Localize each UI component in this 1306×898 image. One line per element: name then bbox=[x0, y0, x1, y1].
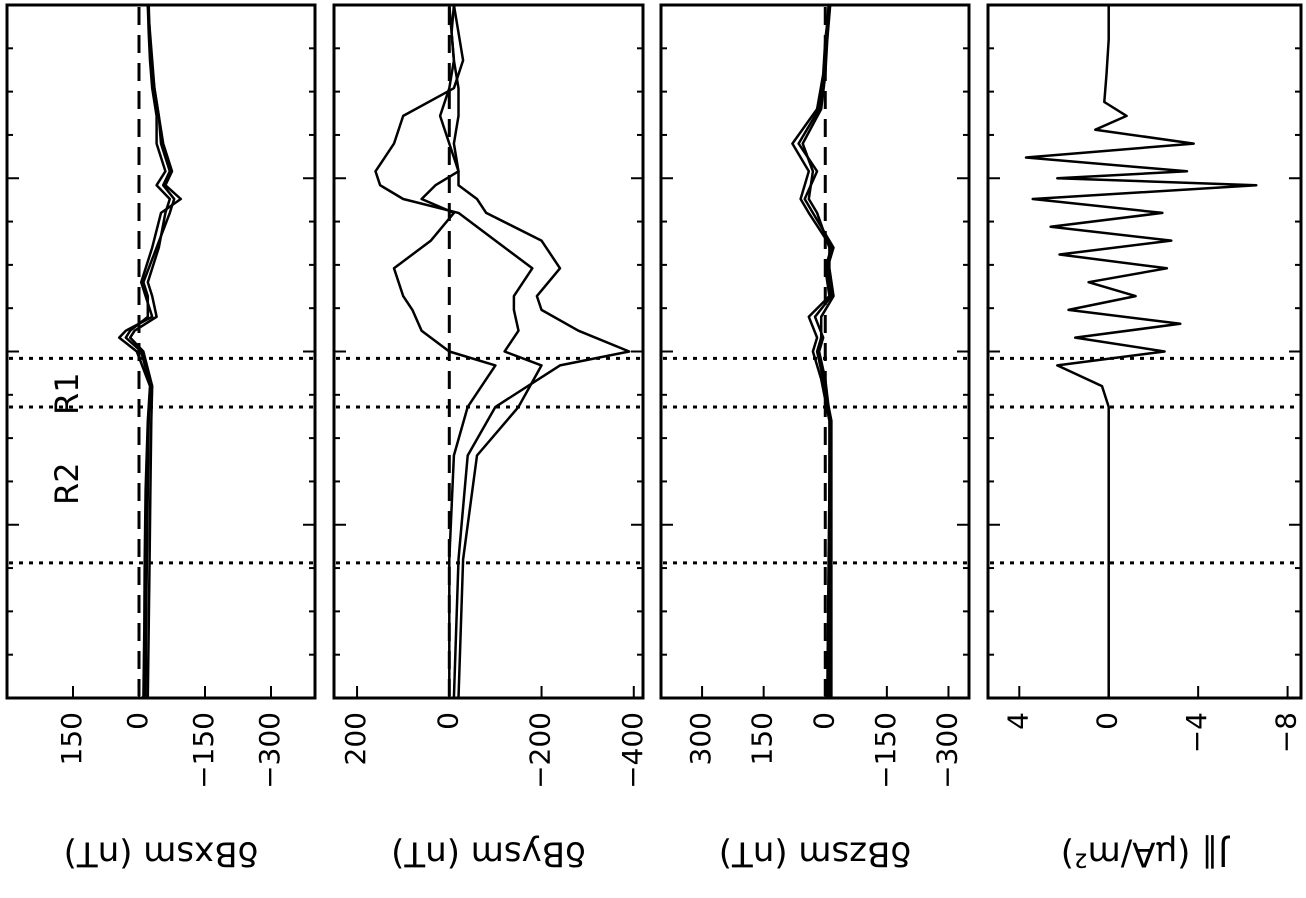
tick-label: 300 bbox=[684, 712, 717, 765]
panel-frame bbox=[7, 5, 315, 698]
tick-label: 150 bbox=[746, 712, 779, 765]
panel-frame bbox=[334, 5, 643, 698]
series-line-3 bbox=[394, 5, 495, 698]
tick-label: −300 bbox=[930, 712, 963, 789]
tick-label: −4 bbox=[1180, 712, 1213, 753]
series-line-1 bbox=[449, 5, 629, 698]
tick-label: 0 bbox=[1091, 712, 1124, 730]
boundary-label-r2: R2 bbox=[48, 462, 86, 505]
tick-label: −150 bbox=[187, 712, 220, 789]
tick-label: −8 bbox=[1270, 712, 1303, 753]
tick-label: −200 bbox=[524, 712, 557, 789]
tick-label: −400 bbox=[616, 712, 649, 789]
tick-label: −150 bbox=[869, 712, 902, 789]
panel-frame bbox=[988, 5, 1301, 698]
axis-label: δBzsm (nT) bbox=[719, 834, 911, 874]
tick-label: 4 bbox=[1001, 712, 1034, 730]
tick-label: −300 bbox=[253, 712, 286, 789]
axis-label: δBysm (nT) bbox=[391, 834, 586, 874]
boundary-label-r1: R1 bbox=[48, 372, 86, 415]
axis-label: δBxsm (nT) bbox=[64, 834, 259, 874]
tick-label: 150 bbox=[55, 712, 88, 765]
axis-label: J∥ (μA/m²) bbox=[1061, 834, 1230, 874]
tick-label: 0 bbox=[431, 712, 464, 730]
tick-label: 200 bbox=[339, 712, 372, 765]
tick-label: 0 bbox=[807, 712, 840, 730]
panel-frame bbox=[661, 5, 969, 698]
series-line-1 bbox=[1026, 5, 1256, 698]
tick-label: 0 bbox=[121, 712, 154, 730]
